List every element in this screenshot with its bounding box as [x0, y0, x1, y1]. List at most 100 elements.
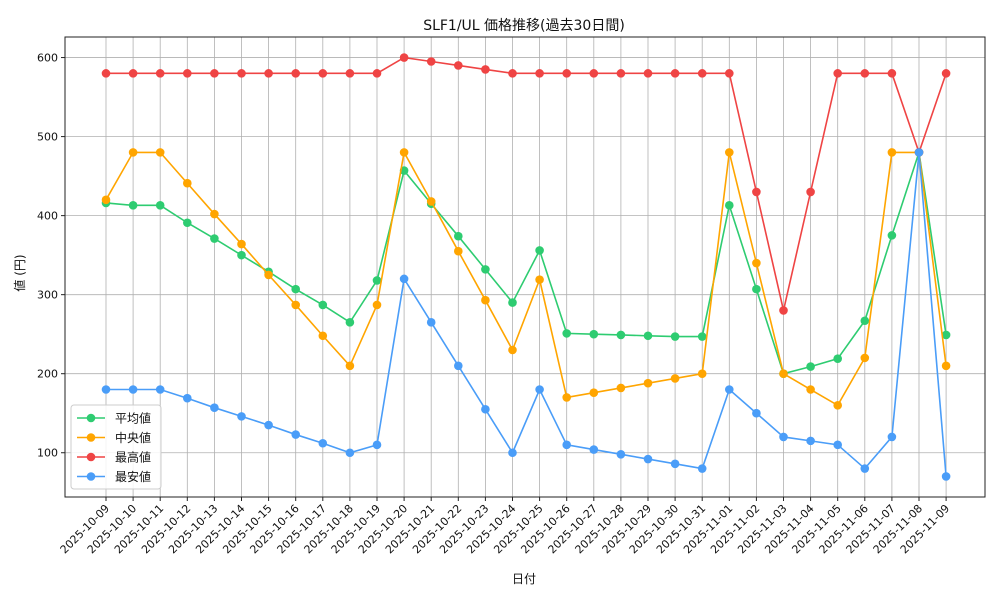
data-point [481, 65, 490, 74]
data-point [697, 464, 707, 473]
data-point [237, 412, 246, 421]
data-point [291, 430, 301, 439]
data-point [291, 69, 301, 78]
data-point [833, 440, 842, 450]
data-point [860, 69, 870, 78]
data-point [481, 295, 490, 305]
data-point [562, 329, 571, 338]
data-point [399, 53, 409, 62]
x-axis-ticks: 2025-10-092025-10-102025-10-112025-10-12… [58, 497, 952, 556]
data-point [345, 448, 355, 458]
data-point [264, 69, 273, 78]
legend-label: 中央値 [115, 430, 151, 445]
data-point [616, 330, 626, 340]
data-point [941, 69, 951, 78]
data-point [264, 420, 273, 430]
grid-lines [65, 37, 985, 497]
y-tick-label: 200 [37, 368, 58, 381]
data-point [725, 385, 734, 394]
data-point [128, 201, 138, 210]
data-point [237, 239, 246, 249]
data-point [643, 331, 653, 341]
data-point [860, 464, 870, 473]
data-point [589, 329, 599, 339]
data-point [454, 61, 463, 70]
data-point [589, 388, 599, 397]
data-point [155, 201, 165, 210]
data-point [183, 218, 192, 228]
data-point [670, 459, 680, 469]
data-point [779, 369, 788, 379]
data-point [535, 385, 544, 394]
data-point [643, 378, 653, 388]
data-point [183, 178, 192, 188]
y-axis-label: 値 (円) [12, 254, 27, 291]
data-point [616, 69, 626, 78]
data-point [291, 300, 301, 310]
data-point [887, 231, 897, 240]
data-point [860, 316, 870, 326]
data-point [372, 300, 382, 310]
series-line [105, 150, 947, 407]
data-point [941, 361, 951, 371]
y-tick-label: 100 [37, 447, 58, 460]
series-layer [101, 53, 951, 481]
data-point [101, 69, 111, 78]
data-point [183, 393, 192, 403]
data-point [372, 440, 382, 450]
data-point [833, 354, 842, 363]
data-point [589, 69, 599, 78]
data-point [345, 69, 355, 78]
data-point [887, 148, 897, 157]
data-point [426, 318, 436, 327]
data-point [779, 432, 788, 442]
data-point [481, 265, 490, 274]
data-point [155, 385, 165, 394]
data-point [806, 385, 815, 394]
data-point [101, 195, 111, 205]
data-point [535, 246, 544, 255]
data-point [670, 332, 680, 341]
data-point [454, 361, 463, 371]
data-point [562, 440, 571, 450]
data-point [237, 69, 246, 78]
data-point [210, 69, 219, 78]
data-point [779, 306, 788, 315]
data-point [697, 369, 707, 379]
plot-area-frame [64, 36, 986, 498]
data-point [508, 448, 517, 458]
y-tick-label: 600 [37, 52, 58, 65]
data-point [670, 374, 680, 383]
data-point [535, 275, 544, 284]
data-point [101, 385, 111, 394]
series-line [105, 152, 947, 375]
data-point [697, 332, 707, 341]
data-point [806, 436, 815, 446]
data-point [643, 454, 653, 464]
data-point [887, 432, 897, 442]
data-point [399, 274, 409, 284]
data-point [616, 450, 626, 459]
x-axis-label: 日付 [512, 572, 536, 586]
y-tick-label: 400 [37, 210, 58, 223]
legend-marker [86, 413, 96, 423]
data-point [508, 345, 517, 355]
data-point [616, 383, 626, 393]
data-point [128, 69, 138, 78]
data-point [887, 69, 897, 78]
data-point [725, 201, 734, 210]
data-point [833, 69, 842, 78]
data-point [806, 187, 815, 197]
data-point [941, 330, 951, 340]
data-point [318, 438, 328, 448]
data-point [372, 69, 382, 78]
data-point [508, 298, 517, 307]
data-point [752, 408, 761, 418]
data-point [752, 258, 761, 268]
data-point [914, 148, 924, 157]
data-point [670, 69, 680, 78]
legend-label: 最高値 [115, 450, 151, 465]
legend-box [70, 404, 162, 490]
data-point [535, 69, 544, 78]
